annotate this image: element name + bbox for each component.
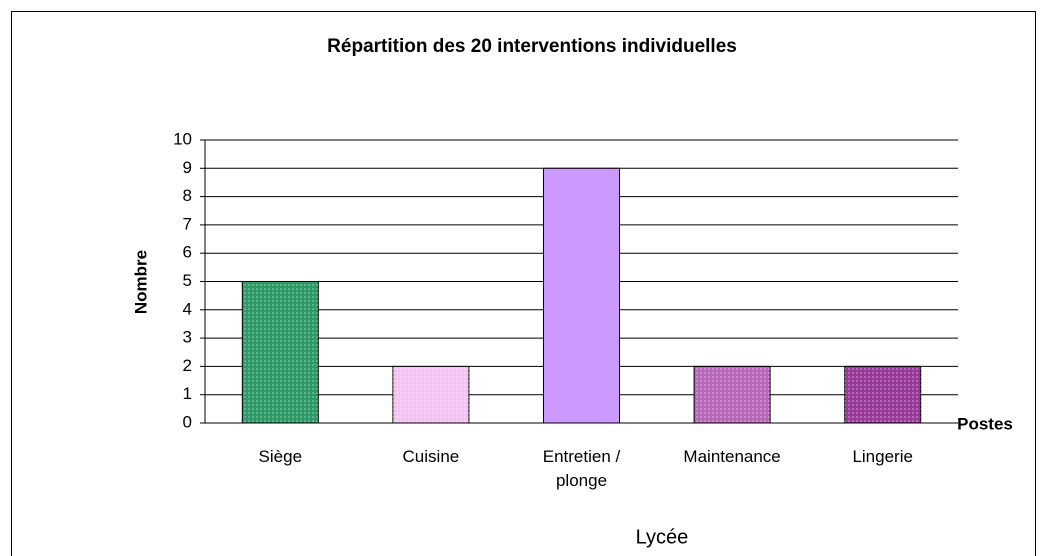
y-tick-label: 9 [183, 158, 192, 177]
x-tick-label: Siège [258, 447, 303, 466]
y-tick-label: 4 [183, 299, 192, 318]
y-tick-label: 5 [183, 271, 192, 290]
chart-title: Répartition des 20 interventions individ… [327, 36, 737, 57]
y-tick-label: 3 [183, 328, 192, 347]
y-tick-label: 6 [183, 243, 192, 262]
bar-texture [844, 366, 921, 423]
y-tick-label: 8 [183, 186, 192, 205]
y-tick-label: 1 [183, 384, 192, 403]
x-axis-label: Postes [957, 414, 1013, 433]
subtitle: Lycée [636, 526, 689, 548]
y-axis-label: Nombre [131, 250, 150, 314]
x-tick-label: Maintenance [683, 447, 781, 466]
x-tick-label: Cuisine [402, 447, 460, 466]
y-tick-label: 2 [183, 356, 192, 375]
bar-texture [242, 281, 319, 423]
y-tick-label: 0 [183, 412, 192, 431]
bar [543, 167, 620, 424]
y-tick-label: 10 [173, 129, 192, 148]
bar-texture [392, 366, 469, 423]
x-tick-label: Lingerie [852, 447, 913, 466]
bar-texture [694, 366, 771, 423]
y-tick-label: 7 [183, 214, 192, 233]
x-tick-label: Entretien / plonge [542, 447, 621, 490]
chart-border [11, 11, 1036, 556]
